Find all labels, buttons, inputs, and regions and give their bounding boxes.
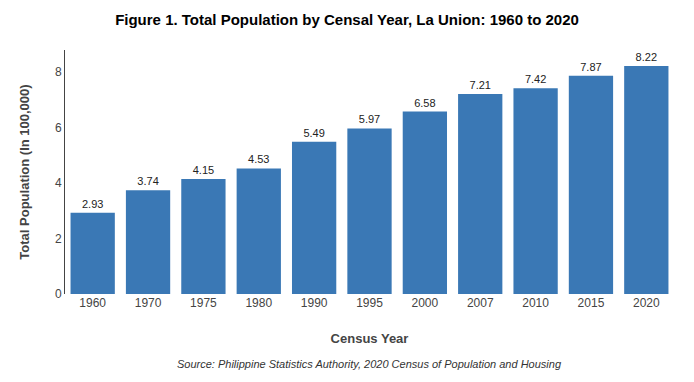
svg-text:8.22: 8.22 <box>636 51 657 63</box>
svg-text:1970: 1970 <box>135 296 162 310</box>
svg-text:4.53: 4.53 <box>248 153 269 165</box>
svg-text:2010: 2010 <box>522 296 549 310</box>
svg-text:0: 0 <box>55 287 62 301</box>
svg-text:8: 8 <box>55 65 62 79</box>
svg-text:6.58: 6.58 <box>414 97 435 109</box>
svg-text:4: 4 <box>55 176 62 190</box>
svg-text:Source: Philippine Statistics: Source: Philippine Statistics Authority,… <box>177 358 562 370</box>
svg-text:1960: 1960 <box>79 296 106 310</box>
svg-text:4.15: 4.15 <box>193 164 214 176</box>
svg-text:2007: 2007 <box>467 296 494 310</box>
svg-text:2: 2 <box>55 232 62 246</box>
svg-text:1980: 1980 <box>245 296 272 310</box>
svg-text:5.49: 5.49 <box>303 127 324 139</box>
svg-text:1990: 1990 <box>301 296 328 310</box>
svg-text:2020: 2020 <box>633 296 660 310</box>
svg-text:1975: 1975 <box>190 296 217 310</box>
svg-text:3.74: 3.74 <box>137 175 158 187</box>
svg-text:7.21: 7.21 <box>470 79 491 91</box>
svg-text:7.87: 7.87 <box>580 61 601 73</box>
svg-text:1995: 1995 <box>356 296 383 310</box>
svg-text:2000: 2000 <box>412 296 439 310</box>
svg-text:7.42: 7.42 <box>525 73 546 85</box>
svg-text:2015: 2015 <box>578 296 605 310</box>
svg-text:6: 6 <box>55 121 62 135</box>
svg-text:5.97: 5.97 <box>359 113 380 125</box>
svg-text:Figure 1. Total Population by: Figure 1. Total Population by Censal Yea… <box>115 11 579 28</box>
svg-text:Total Population (In 100,000): Total Population (In 100,000) <box>17 84 32 259</box>
svg-text:Census Year: Census Year <box>331 331 409 346</box>
svg-text:2.93: 2.93 <box>82 198 103 210</box>
